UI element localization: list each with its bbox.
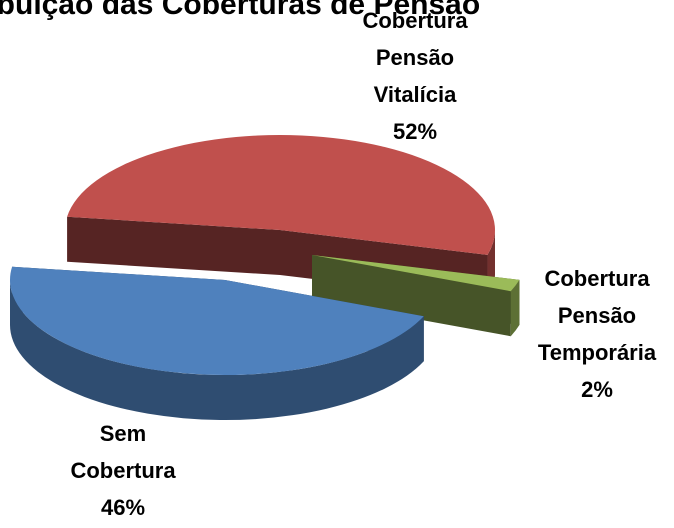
slice-wall [10, 280, 424, 421]
value-label: 2% [581, 377, 613, 402]
chart-title: Distribuição das Coberturas de Pensão [0, 0, 480, 21]
value-label: 46% [101, 495, 145, 520]
slice [312, 255, 520, 337]
slice [9, 266, 424, 421]
slice-label-line: Temporária [538, 340, 657, 365]
slice-label-line: Pensão [376, 45, 454, 70]
slice-label-line: Cobertura [362, 8, 468, 33]
slice-label-line: Pensão [558, 303, 636, 328]
slice-label: Sem Cobertura [70, 421, 176, 483]
slice-label-line: Cobertura [70, 458, 176, 483]
slice-label-line: Sem [100, 421, 146, 446]
slice-side [312, 255, 511, 337]
slice-side [67, 216, 280, 275]
slice-top [312, 255, 520, 292]
slice-label: Cobertura Pensão Temporária [538, 266, 657, 365]
slice-label-line: Vitalícia [374, 82, 458, 107]
slice-wall [510, 279, 520, 337]
slice-top [67, 135, 496, 255]
slice-top [9, 266, 424, 376]
value-label: 52% [393, 119, 437, 144]
slice-label-line: Cobertura [544, 266, 650, 291]
slice-label: Cobertura Pensão Vitalícia [362, 8, 468, 107]
